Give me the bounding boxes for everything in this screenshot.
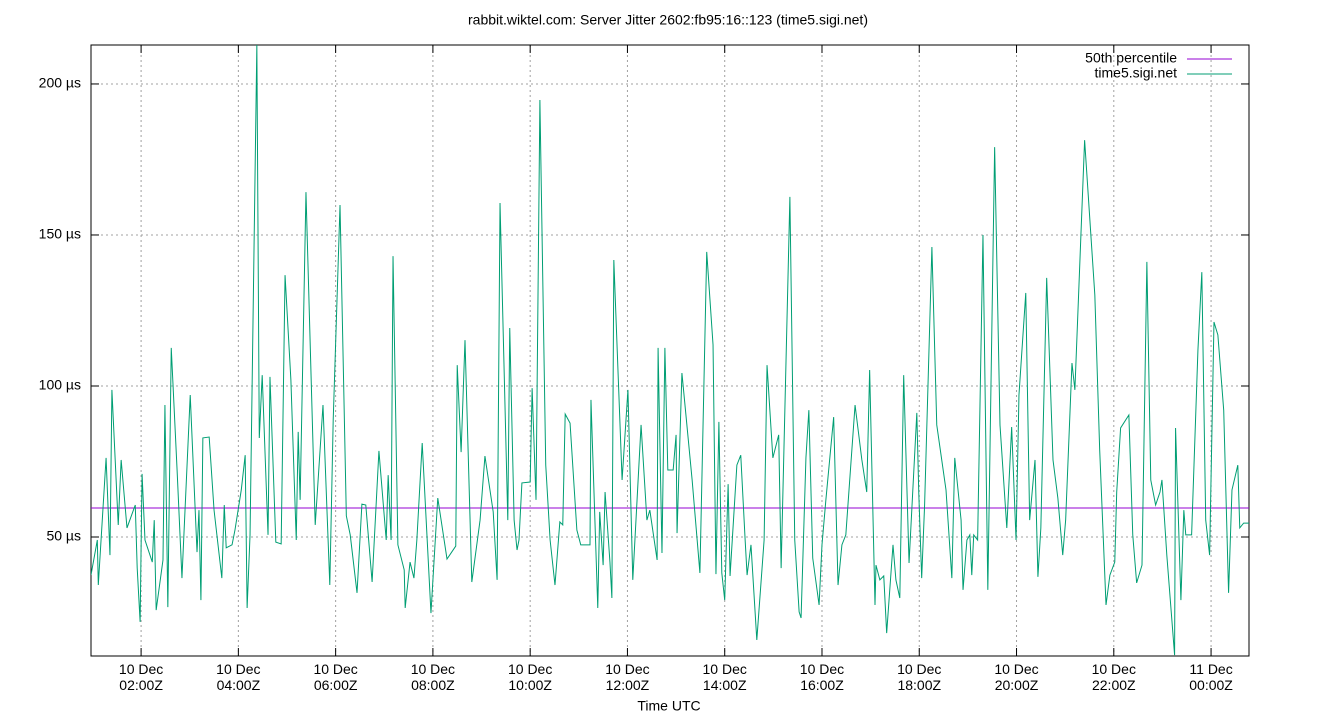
y-tick-label: 100 µs (39, 377, 81, 393)
x-axis-label: Time UTC (637, 698, 700, 714)
x-tick-label: 10 Dec 18:00Z (897, 661, 942, 693)
x-tick-label: 10 Dec 22:00Z (1091, 661, 1136, 693)
legend-label: 50th percentile (1085, 50, 1177, 66)
x-tick-label: 10 Dec 10:00Z (507, 661, 553, 693)
x-tick-label: 11 Dec 00:00Z (1189, 661, 1233, 693)
y-tick-label: 150 µs (39, 226, 81, 242)
x-tick-label: 10 Dec 02:00Z (118, 661, 164, 693)
x-tick-label: 10 Dec 12:00Z (605, 661, 650, 693)
x-tick-label: 10 Dec 06:00Z (313, 661, 358, 693)
plot-border (90, 44, 1250, 657)
y-tick-label: 200 µs (39, 75, 81, 91)
x-tick-label: 10 Dec 16:00Z (799, 661, 845, 693)
y-tick-label: 50 µs (46, 528, 81, 544)
x-tick-label: 10 Dec 08:00Z (410, 661, 456, 693)
chart-title: rabbit.wiktel.com: Server Jitter 2602:fb… (468, 12, 868, 28)
x-tick-label: 10 Dec 04:00Z (216, 661, 261, 693)
x-tick-label: 10 Dec 14:00Z (702, 661, 747, 693)
legend-label: time5.sigi.net (1095, 65, 1178, 81)
series-line (91, 45, 1249, 656)
x-tick-label: 10 Dec 20:00Z (994, 661, 1039, 693)
